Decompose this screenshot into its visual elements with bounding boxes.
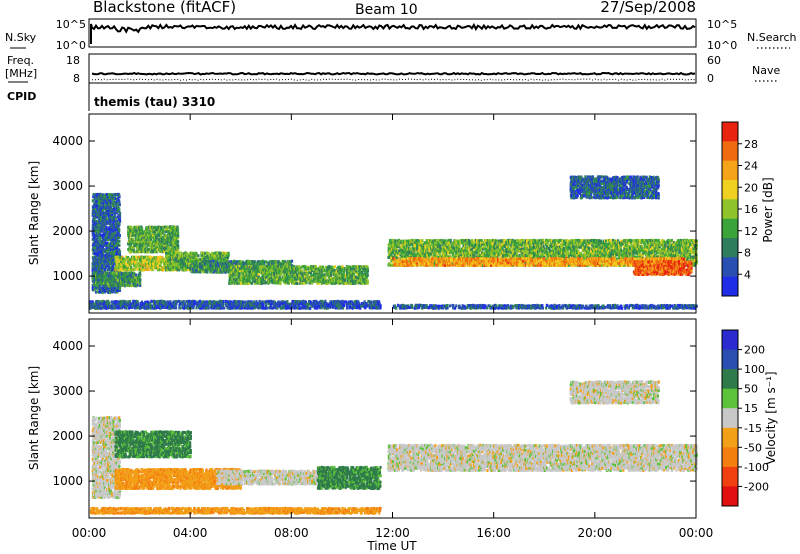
heatmap-cell — [118, 228, 120, 231]
heatmap-cell — [228, 252, 230, 255]
heatmap-cell — [118, 208, 120, 211]
heatmap-cell — [119, 203, 121, 206]
noise-right-label: N.Search — [747, 31, 797, 44]
heatmap-cell — [291, 260, 293, 263]
heatmap-cell — [177, 244, 179, 247]
nave-label: Nave — [752, 64, 780, 77]
heatmap-cell — [257, 273, 259, 276]
noise-panel: N.Sky 10^5 10^0 10^5 10^0 N.Search — [5, 18, 797, 52]
radar-summary-plot: Blackstone (fitACF) Beam 10 27/Sep/2008 … — [0, 0, 800, 554]
heatmap-cell — [139, 282, 141, 285]
heatmap-cell — [118, 240, 120, 243]
freq-left-tick-top: 18 — [66, 54, 80, 67]
date-title: 27/Sep/2008 — [600, 0, 696, 16]
nave-trace — [92, 79, 695, 80]
heatmap-cell — [116, 272, 118, 275]
heatmap-cell — [119, 287, 121, 290]
heatmap-cell — [195, 256, 197, 259]
cpid-value: themis (tau) 3310 — [94, 95, 215, 109]
cpid-row: CPID themis (tau) 3310 — [7, 83, 215, 111]
frequency-trace — [92, 73, 695, 75]
heatmap-cell — [114, 212, 116, 215]
heatmap-cell — [273, 266, 275, 269]
noise-right-tick-top: 10^5 — [707, 18, 737, 31]
station-title: Blackstone (fitACF) — [93, 0, 236, 16]
heatmap-cell — [230, 266, 232, 269]
freq-label-line2: [MHz] — [5, 67, 37, 80]
heatmap-cell — [139, 278, 141, 281]
heatmap-cell — [195, 252, 197, 255]
heatmap-cell — [264, 281, 266, 284]
noise-right-tick-bottom: 10^0 — [707, 39, 737, 52]
noise-left-tick-top: 10^5 — [56, 18, 86, 31]
heatmap-cell — [197, 254, 199, 257]
heatmap-cell — [119, 234, 121, 237]
cpid-label: CPID — [7, 90, 36, 103]
noise-left-tick-bottom: 10^0 — [56, 39, 86, 52]
heatmap-cell — [272, 276, 274, 279]
frequency-panel: Freq. [MHz] 18 8 60 0 Nave — [5, 54, 780, 85]
heatmap-cell — [118, 194, 120, 197]
power-cells — [89, 175, 698, 309]
heatmap-cell — [177, 228, 179, 231]
heatmap-cell — [141, 227, 143, 230]
heatmap-cell — [242, 261, 244, 264]
heatmap-cell — [143, 268, 145, 271]
heatmap-cell — [177, 240, 179, 243]
heatmap-cell — [147, 251, 149, 254]
noise-trace — [91, 24, 695, 44]
freq-label-line1: Freq. — [7, 54, 34, 67]
freq-right-tick-top: 60 — [707, 54, 721, 67]
heatmap-cell — [139, 272, 141, 275]
heatmap-cell — [97, 193, 99, 196]
heatmap-cell — [119, 212, 121, 215]
noise-left-label: N.Sky — [5, 31, 37, 44]
heatmap-cell — [135, 264, 137, 267]
beam-title: Beam 10 — [355, 2, 418, 18]
heatmap-cell — [223, 260, 225, 263]
freq-left-tick-bottom: 8 — [73, 72, 80, 85]
heatmap-cell — [118, 244, 120, 247]
heatmap-cell — [119, 216, 121, 219]
freq-right-tick-bottom: 0 — [707, 72, 714, 85]
heatmap-cell — [137, 283, 139, 286]
heatmap-cell — [177, 234, 179, 237]
heatmap-cell — [177, 232, 179, 235]
heatmap-cell — [118, 199, 120, 202]
heatmap-cell — [119, 250, 121, 253]
